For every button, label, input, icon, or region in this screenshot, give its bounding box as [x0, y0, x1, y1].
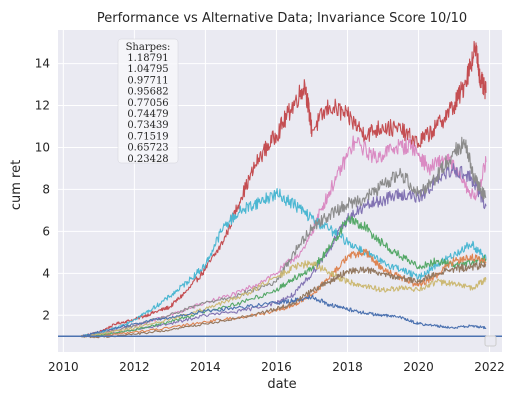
y-tick-label: 2 — [42, 308, 50, 322]
sharpe-value: 0.73439 — [127, 120, 168, 131]
sharpes-values: 1.187911.047950.977110.956820.770560.744… — [127, 53, 168, 165]
sharpes-box-background — [117, 38, 179, 164]
y-tick-label: 10 — [35, 140, 50, 154]
x-tick-label: 2014 — [190, 360, 221, 374]
series-line — [80, 260, 487, 337]
series-line — [80, 187, 487, 338]
y-tick-label: 8 — [42, 182, 50, 196]
y-tick-label: 14 — [35, 57, 50, 71]
x-tick-label: 2010 — [48, 360, 79, 374]
sharpe-value: 0.95682 — [127, 87, 168, 98]
y-tick-labels: 2 4 6 8 10 12 14 — [35, 57, 50, 323]
y-tick-label: 12 — [35, 99, 50, 113]
series-line — [80, 261, 487, 339]
sharpe-value: 0.65723 — [127, 143, 168, 154]
x-axis-label: date — [267, 377, 296, 392]
sharpes-title: Sharpes: — [126, 42, 171, 53]
y-tick-label: 6 — [42, 224, 50, 238]
sharpe-value: 0.97711 — [127, 75, 168, 86]
x-tick-label: 2018 — [332, 360, 363, 374]
sharpes-box: Sharpes: 1.187911.047950.977110.956820.7… — [117, 38, 179, 165]
x-tick-labels: 2010 2012 2014 2016 2018 2020 2022 — [48, 360, 505, 374]
sharpe-value: 0.77056 — [127, 98, 168, 109]
chart-title: Performance vs Alternative Data; Invaria… — [97, 11, 467, 26]
x-tick-label: 2022 — [474, 360, 505, 374]
sharpe-value: 1.04795 — [127, 64, 168, 75]
series-line — [80, 215, 487, 338]
y-axis-label: cum ret — [9, 160, 24, 210]
sharpe-value: 0.74479 — [127, 109, 168, 120]
legend-box — [484, 335, 497, 347]
series-line — [80, 294, 487, 338]
y-tick-label: 4 — [42, 266, 50, 280]
x-tick-label: 2020 — [403, 360, 434, 374]
x-tick-label: 2016 — [261, 360, 292, 374]
series-line — [81, 136, 487, 337]
sharpe-value: 1.18791 — [127, 53, 168, 64]
sharpe-value: 0.71519 — [127, 131, 168, 142]
x-tick-label: 2012 — [119, 360, 150, 374]
series-line — [80, 248, 487, 338]
series-line — [80, 40, 487, 338]
sharpe-value: 0.23428 — [127, 154, 168, 165]
series-lines — [80, 40, 487, 339]
